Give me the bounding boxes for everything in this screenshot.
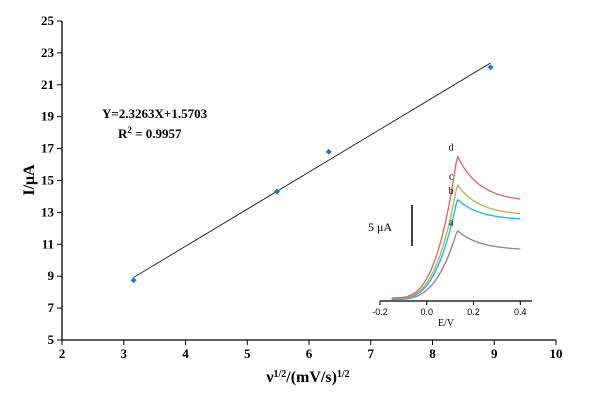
- inset-voltammogram: -0.2 0.0 0.2 0.4 E/V 5 μA a bc d: [368, 142, 532, 329]
- inset-curve-label-a: a: [449, 217, 454, 228]
- y-ticks: 5 7 9 11 13 15 17 19 21 23 25: [41, 13, 62, 347]
- y-axis-title: I/μA: [21, 164, 38, 196]
- inset-curve-label-b: b: [449, 186, 454, 197]
- x-tick-label: 6: [306, 346, 313, 361]
- scale-bar-label: 5 μA: [368, 220, 392, 234]
- inset-curve-label-c: c: [449, 172, 454, 183]
- x-axis-title-sup: 1/2: [273, 369, 286, 380]
- y-tick-label: 15: [41, 173, 55, 188]
- inset-curve-labels: a bc d: [449, 142, 454, 228]
- inset-x-tick-label: -0.2: [372, 307, 388, 317]
- x-tick-label: 9: [491, 346, 498, 361]
- data-point: [273, 188, 280, 195]
- y-tick-label: 7: [48, 300, 55, 315]
- inset-curves: [391, 155, 521, 301]
- x-axis-title-sup2: 1/2: [337, 369, 350, 380]
- inset-x-axis-title: E/V: [438, 318, 455, 329]
- x-tick-label: 3: [121, 346, 128, 361]
- r-squared: R2 = 0.9957: [118, 125, 182, 141]
- x-axis-title: ν1/2/(mV/s)1/2: [265, 369, 349, 387]
- x-tick-label: 5: [244, 346, 251, 361]
- inset-curve-a: [391, 229, 521, 301]
- inset-x-tick-label: 0.2: [467, 307, 480, 317]
- inset-x-tick-label: 0.4: [514, 307, 527, 317]
- y-tick-label: 11: [42, 236, 54, 251]
- y-tick-label: 23: [41, 45, 55, 60]
- x-tick-label: 7: [368, 346, 375, 361]
- x-tick-label: 2: [59, 346, 66, 361]
- data-point: [130, 277, 137, 284]
- data-points: [130, 64, 494, 284]
- y-tick-label: 9: [48, 268, 55, 283]
- inset-curve-label-d: d: [449, 142, 454, 153]
- fit-line: [133, 62, 491, 278]
- x-tick-label: 10: [550, 346, 563, 361]
- y-tick-label: 19: [41, 109, 55, 124]
- y-tick-label: 21: [41, 77, 54, 92]
- x-ticks: 2 3 4 5 6 7 8 9 10: [59, 340, 563, 361]
- inset-curve-b: [391, 198, 521, 300]
- x-tick-label: 8: [429, 346, 436, 361]
- data-point: [487, 64, 494, 71]
- y-tick-label: 17: [41, 141, 55, 156]
- inset-x-tick-label: 0.0: [421, 307, 434, 317]
- x-axis-title-main: ν: [265, 369, 273, 386]
- inset-curve-c: [391, 184, 521, 300]
- y-tick-label: 5: [48, 332, 55, 347]
- inset-x-ticks: -0.2 0.0 0.2 0.4: [372, 301, 527, 317]
- y-tick-label: 25: [41, 13, 55, 28]
- data-point: [325, 148, 332, 155]
- inset-curve-d: [391, 155, 521, 299]
- regression-equation: Y=2.3263X+1.5703: [102, 106, 208, 121]
- y-tick-label: 13: [41, 204, 55, 219]
- x-axis-title-mid: /(mV/s): [285, 369, 337, 386]
- x-tick-label: 4: [182, 346, 189, 361]
